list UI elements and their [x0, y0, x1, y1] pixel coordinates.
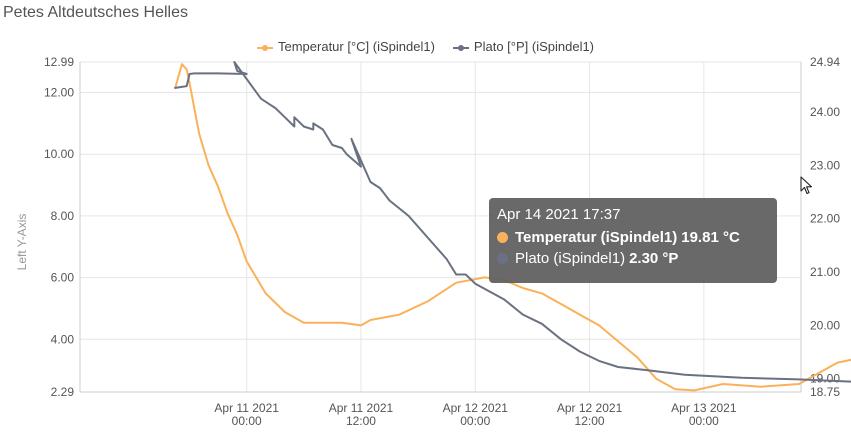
- x-tick-label-date: Apr 12 2021: [443, 401, 509, 415]
- legend-swatch-plato: [452, 41, 469, 53]
- tooltip-row-plato: Plato (iSpindel1) 2.30 °P: [497, 250, 769, 267]
- tooltip-value-plato: 2.30 °P: [629, 250, 679, 267]
- left-axis-title: Left Y-Axis: [15, 214, 29, 271]
- x-tick-label-time: 00:00: [460, 414, 490, 428]
- right-tick-label: 18.75: [810, 385, 840, 399]
- x-tick-label-date: Apr 11 2021: [214, 401, 279, 415]
- chart-legend: Temperatur [°C] (iSpindel1) Plato [°P] (…: [0, 39, 851, 54]
- legend-item-plato[interactable]: Plato [°P] (iSpindel1): [452, 39, 595, 54]
- tooltip-dot-plato: [497, 253, 508, 264]
- left-tick-label: 6.00: [51, 271, 75, 285]
- tooltip-label-plato: Plato (iSpindel1): [515, 250, 626, 267]
- tooltip-value-temperature: 19.81 °C: [681, 229, 740, 246]
- mouse-pointer-icon: [800, 176, 813, 195]
- left-tick-label: 12.00: [44, 86, 74, 100]
- tooltip-label-temperature: Temperatur (iSpindel1): [515, 229, 678, 246]
- tooltip-row-temperature: Temperatur (iSpindel1) 19.81 °C: [497, 229, 769, 246]
- x-tick-label-date: Apr 11 2021: [329, 401, 394, 415]
- legend-swatch-temperature: [256, 41, 273, 53]
- right-tick-label: 24.00: [810, 105, 840, 119]
- legend-item-temperature[interactable]: Temperatur [°C] (iSpindel1): [256, 39, 435, 54]
- right-tick-label: 23.00: [810, 158, 840, 172]
- x-tick-label-date: Apr 12 2021: [557, 401, 623, 415]
- right-tick-label: 24.94: [810, 55, 840, 69]
- right-tick-label: 22.00: [810, 212, 840, 226]
- right-tick-label: 19.00: [810, 372, 840, 386]
- tooltip-title: Apr 14 2021 17:37: [497, 206, 621, 223]
- legend-label-temperature: Temperatur [°C] (iSpindel1): [277, 39, 435, 54]
- right-tick-label: 21.00: [810, 265, 840, 279]
- x-tick-label-time: 12:00: [346, 414, 376, 428]
- left-tick-label: 10.00: [44, 147, 74, 161]
- chart-title: Petes Altdeutsches Helles: [3, 4, 188, 21]
- right-tick-label: 20.00: [810, 318, 840, 332]
- x-tick-label-date: Apr 13 2021: [671, 401, 737, 415]
- series-line-plato: [174, 61, 851, 383]
- x-tick-label-time: 00:00: [232, 414, 262, 428]
- series-line-temperature: [174, 63, 851, 392]
- left-tick-label: 12.99: [44, 55, 74, 69]
- legend-label-plato: Plato [°P] (iSpindel1): [473, 39, 595, 54]
- left-tick-label: 8.00: [51, 209, 75, 223]
- chart-tooltip: Apr 14 2021 17:37 Temperatur (iSpindel1)…: [489, 198, 777, 283]
- left-tick-label: 4.00: [51, 332, 75, 346]
- x-tick-label-time: 00:00: [689, 414, 719, 428]
- tooltip-dot-temperature: [497, 232, 508, 243]
- left-tick-label: 2.29: [51, 385, 75, 399]
- x-tick-label-time: 12:00: [575, 414, 605, 428]
